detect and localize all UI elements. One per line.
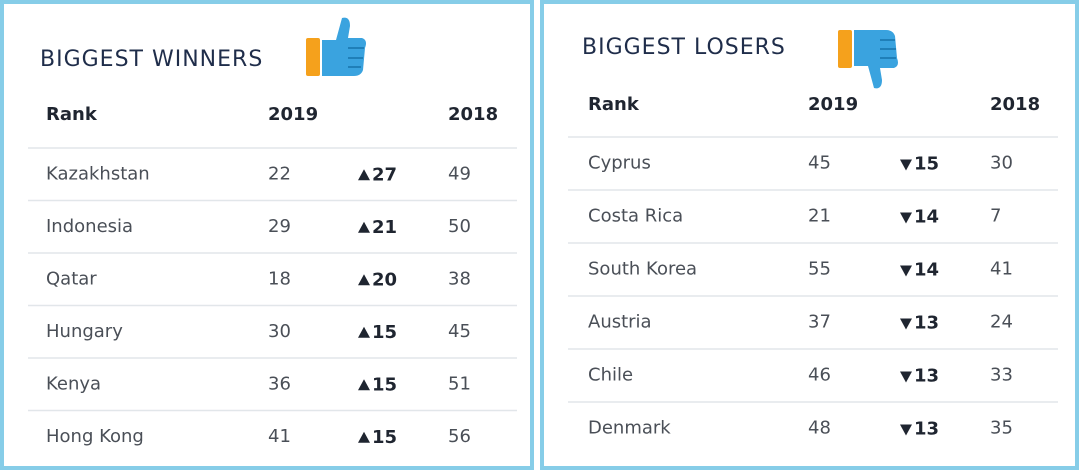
rank-change: 27	[372, 164, 397, 185]
rank-change: 13	[914, 419, 939, 440]
rank-change: 15	[372, 427, 397, 448]
rank-change: 20	[372, 269, 397, 290]
panel-title: BIGGEST WINNERS	[40, 47, 263, 72]
down-arrow	[900, 212, 912, 224]
down-arrow	[900, 159, 912, 171]
rank-2019: 29	[268, 216, 291, 237]
down-arrow	[900, 265, 912, 277]
rank-2019: 41	[268, 426, 291, 447]
header-rank: Rank	[46, 104, 98, 125]
country: Costa Rica	[588, 206, 683, 227]
rank-2019: 21	[808, 206, 831, 227]
rank-change: 13	[914, 313, 939, 334]
rank-2018: 7	[990, 206, 1001, 227]
rank-2018: 51	[448, 373, 471, 394]
rank-2018: 24	[990, 312, 1013, 333]
country: Kenya	[46, 373, 101, 394]
thumbs-down-icon	[838, 30, 898, 89]
header-2019: 2019	[808, 94, 858, 115]
rank-2018: 38	[448, 268, 471, 289]
rank-2019: 37	[808, 312, 831, 333]
up-arrow	[358, 169, 370, 181]
rank-2018: 41	[990, 259, 1013, 280]
rank-2019: 22	[268, 163, 291, 184]
rank-change: 15	[914, 154, 939, 175]
up-arrow	[358, 274, 370, 286]
rank-change: 15	[372, 374, 397, 395]
country: Indonesia	[46, 216, 133, 237]
winners-panel	[0, 0, 534, 470]
rank-change: 15	[372, 322, 397, 343]
up-arrow	[358, 379, 370, 391]
rank-2018: 56	[448, 426, 471, 447]
panel-title: BIGGEST LOSERS	[582, 35, 786, 60]
country: Austria	[588, 312, 652, 333]
up-arrow	[358, 221, 370, 233]
down-arrow	[900, 424, 912, 436]
rank-2018: 49	[448, 163, 471, 184]
header-2018: 2018	[990, 94, 1040, 115]
up-arrow	[358, 326, 370, 338]
rank-2018: 33	[990, 365, 1013, 386]
country: South Korea	[588, 259, 697, 280]
down-arrow	[900, 318, 912, 330]
rank-2019: 48	[808, 418, 831, 439]
country: Kazakhstan	[46, 163, 150, 184]
rank-2018: 35	[990, 418, 1013, 439]
rank-2018: 45	[448, 321, 471, 342]
rank-2019: 18	[268, 268, 291, 289]
country: Denmark	[588, 418, 671, 439]
thumbs-up-icon	[306, 17, 366, 77]
country: Cyprus	[588, 153, 651, 174]
rank-change: 14	[914, 207, 939, 228]
header-2019: 2019	[268, 104, 318, 125]
rank-2018: 50	[448, 216, 471, 237]
down-arrow	[900, 371, 912, 383]
losers-panel	[540, 0, 1079, 470]
rank-2019: 46	[808, 365, 831, 386]
country: Hong Kong	[46, 426, 144, 447]
rank-change: 13	[914, 366, 939, 387]
rank-change: 14	[914, 260, 939, 281]
rank-2019: 36	[268, 373, 291, 394]
rank-2019: 55	[808, 259, 831, 280]
header-2018: 2018	[448, 104, 498, 125]
rank-2019: 30	[268, 321, 291, 342]
country: Chile	[588, 365, 633, 386]
header-rank: Rank	[588, 94, 640, 115]
up-arrow	[358, 431, 370, 443]
country: Hungary	[46, 321, 123, 342]
rank-2019: 45	[808, 153, 831, 174]
rank-2018: 30	[990, 153, 1013, 174]
country: Qatar	[46, 268, 97, 289]
rank-change: 21	[372, 217, 397, 238]
